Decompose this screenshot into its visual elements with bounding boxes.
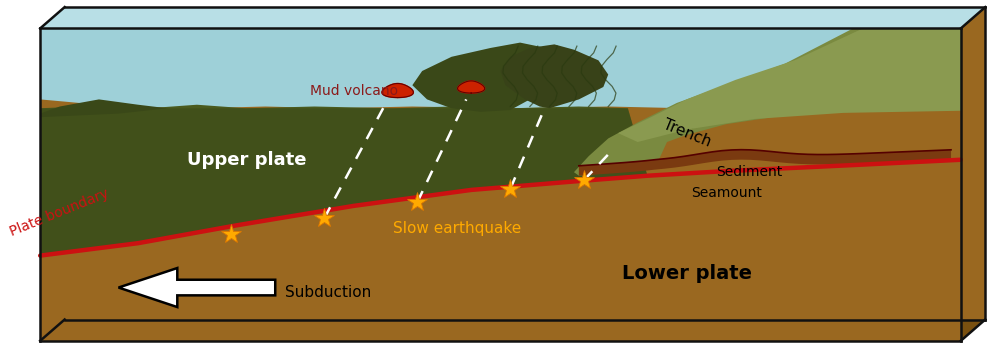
Text: Subduction: Subduction bbox=[285, 285, 371, 300]
Polygon shape bbox=[40, 28, 961, 108]
Text: Lower plate: Lower plate bbox=[622, 264, 752, 283]
Text: Plate boundary: Plate boundary bbox=[8, 187, 111, 239]
Polygon shape bbox=[412, 43, 569, 112]
Text: Trench: Trench bbox=[660, 117, 713, 149]
Polygon shape bbox=[40, 28, 961, 341]
Text: Mud volcano: Mud volcano bbox=[310, 83, 398, 98]
Text: Upper plate: Upper plate bbox=[187, 151, 307, 169]
Polygon shape bbox=[40, 105, 647, 256]
Polygon shape bbox=[574, 28, 961, 176]
Polygon shape bbox=[579, 150, 951, 176]
Polygon shape bbox=[458, 81, 485, 93]
Polygon shape bbox=[40, 99, 168, 117]
Polygon shape bbox=[119, 268, 275, 307]
Polygon shape bbox=[961, 7, 985, 341]
Polygon shape bbox=[618, 28, 961, 142]
Polygon shape bbox=[40, 170, 961, 341]
Text: Slow earthquake: Slow earthquake bbox=[393, 222, 521, 236]
Text: Seamount: Seamount bbox=[691, 186, 762, 201]
Polygon shape bbox=[40, 7, 985, 28]
Polygon shape bbox=[501, 44, 608, 108]
Text: Sediment: Sediment bbox=[716, 165, 782, 179]
Polygon shape bbox=[40, 108, 647, 256]
Polygon shape bbox=[40, 320, 985, 341]
Polygon shape bbox=[382, 83, 413, 98]
